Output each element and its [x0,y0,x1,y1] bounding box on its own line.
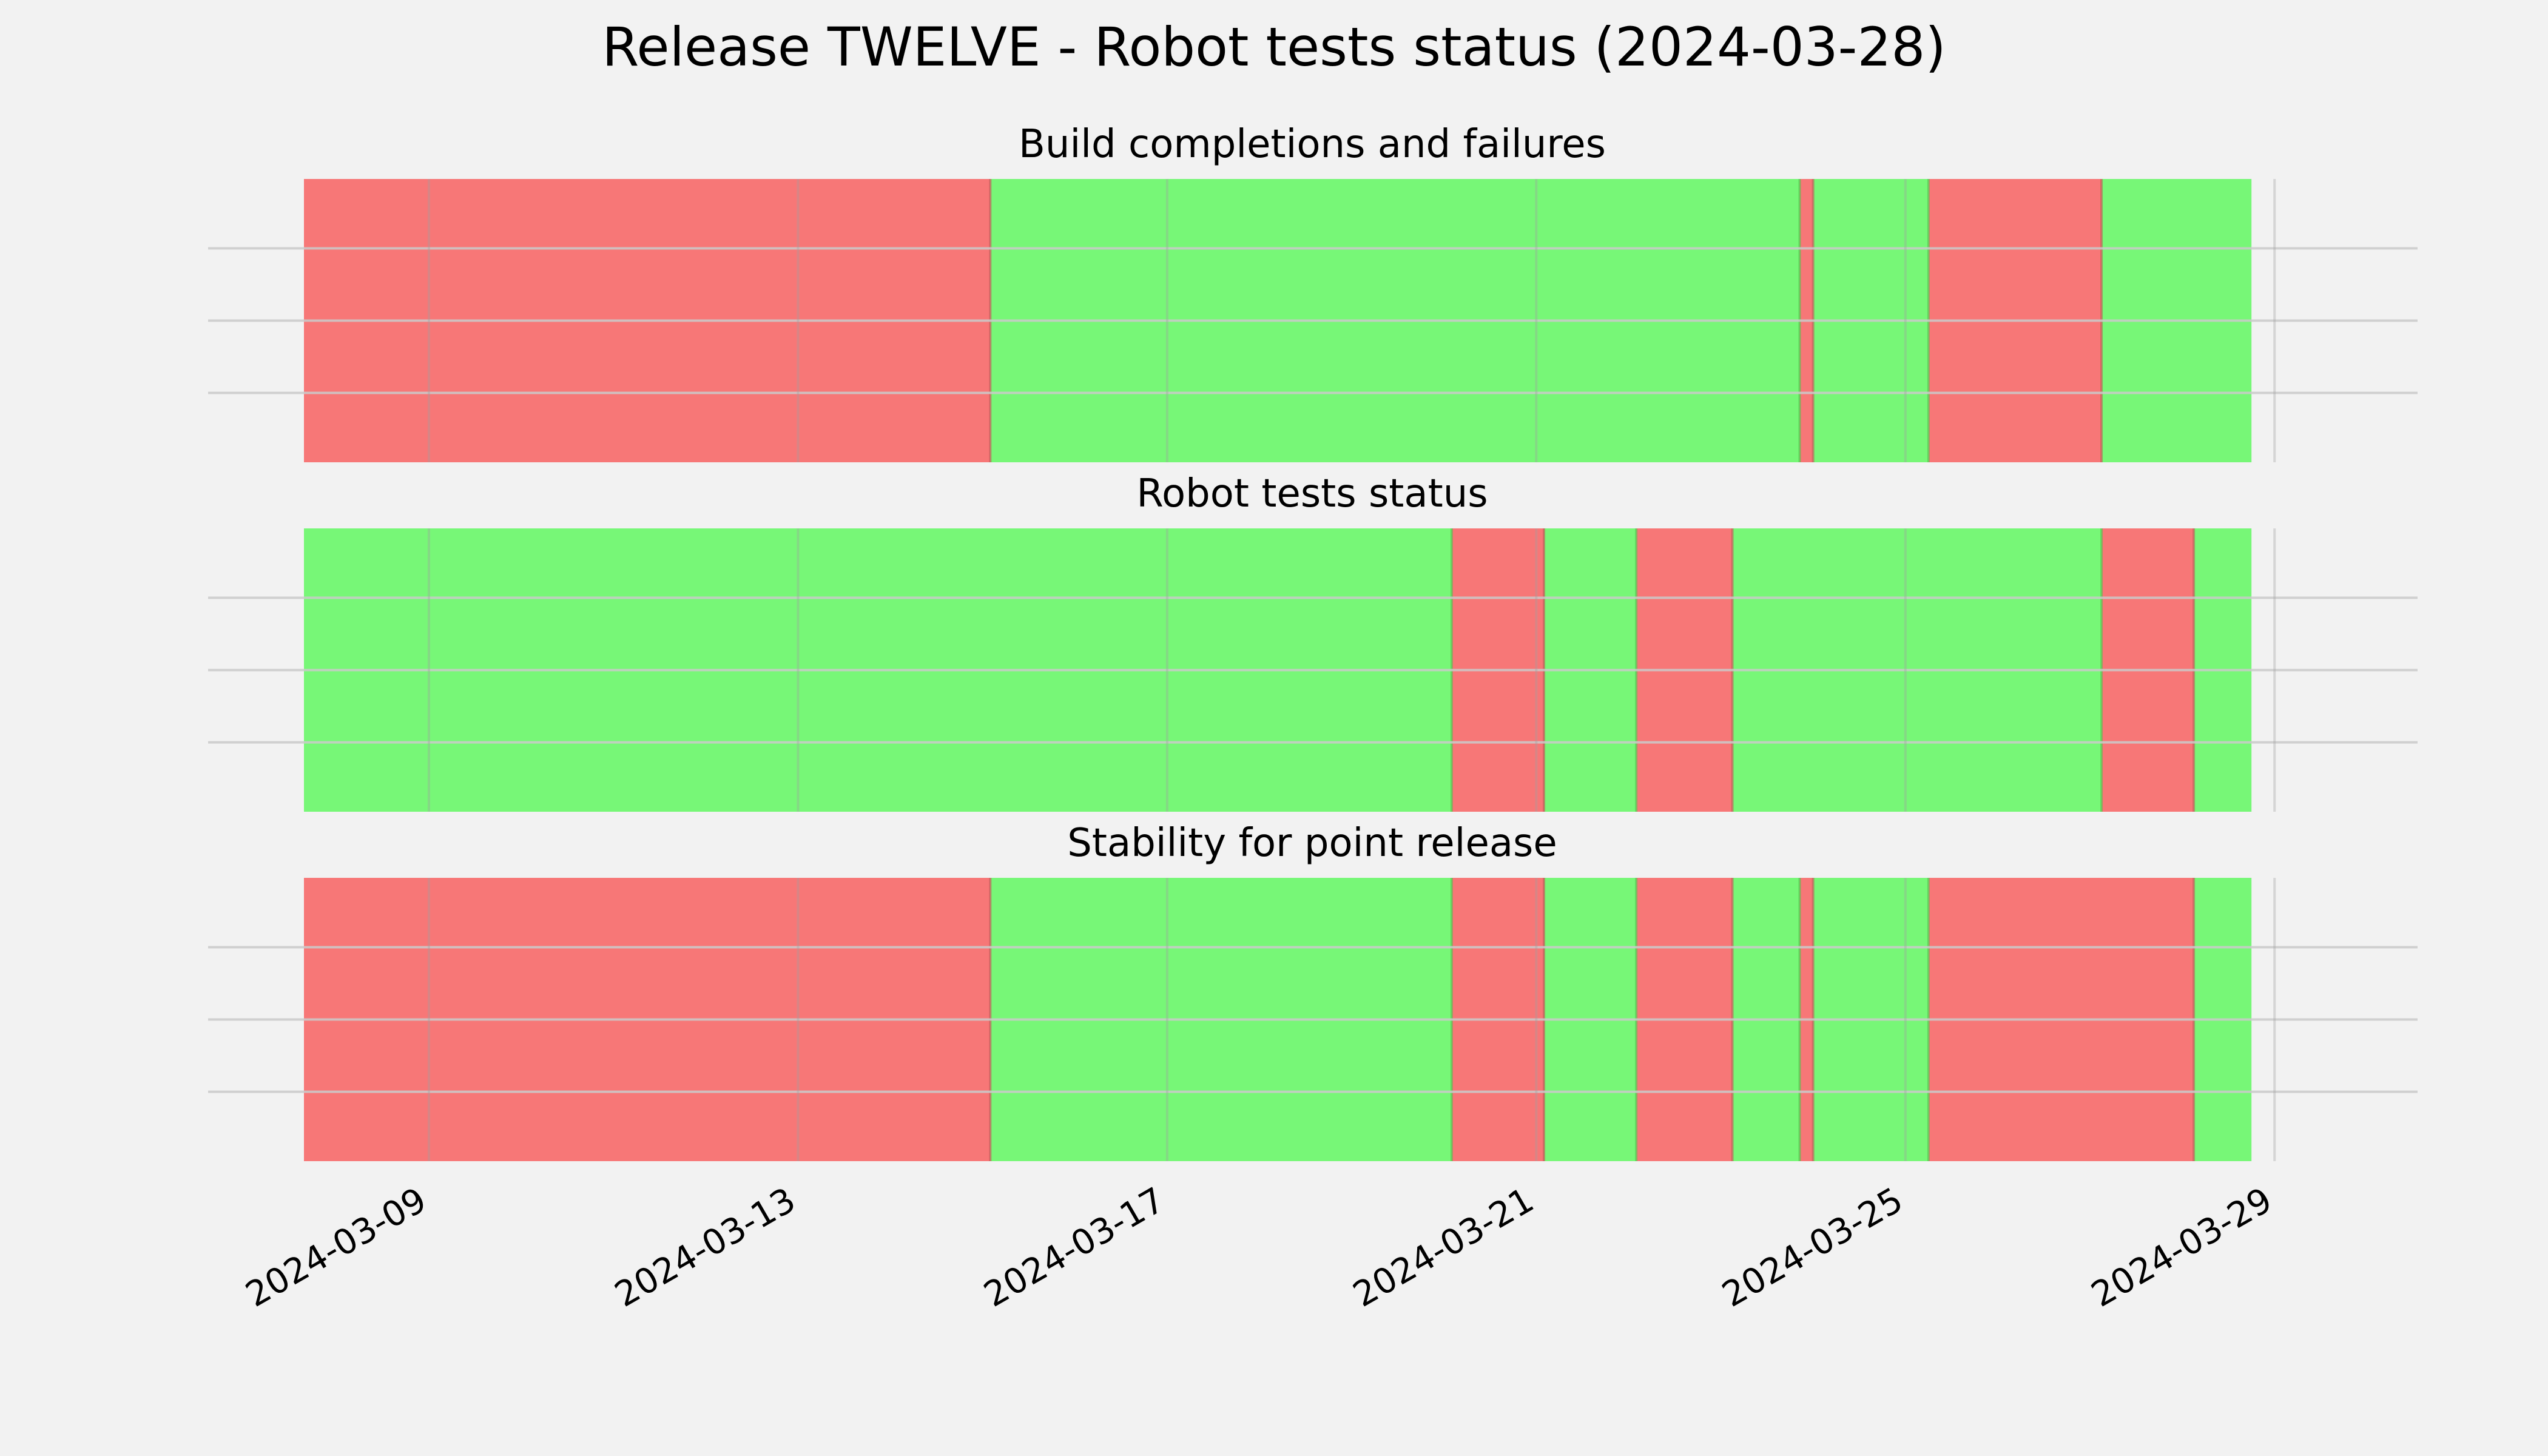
panel-title: Robot tests status [1136,471,1488,516]
chart-panels: Build completions and failures Robot test… [208,122,2418,1161]
panel-1: Build completions and failures [208,122,2418,462]
panel-title: Build completions and failures [1019,122,1606,167]
x-tick-label: 2024-03-09 [239,1180,433,1315]
x-axis-tick-labels: 2024-03-09 2024-03-13 2024-03-17 2024-03-21… [239,1180,2279,1315]
panel-2: Robot tests status [208,471,2418,812]
x-tick-label: 2024-03-21 [1346,1180,1540,1315]
panel-3: Stability for point release [208,821,2418,1161]
x-tick-label: 2024-03-29 [2085,1180,2279,1315]
chart-title: Release TWELVE - Robot tests status (202… [602,16,1946,78]
x-tick-label: 2024-03-17 [977,1180,1171,1315]
x-tick-label: 2024-03-13 [608,1180,803,1315]
panel-title: Stability for point release [1067,821,1557,866]
x-tick-label: 2024-03-25 [1716,1180,1910,1315]
